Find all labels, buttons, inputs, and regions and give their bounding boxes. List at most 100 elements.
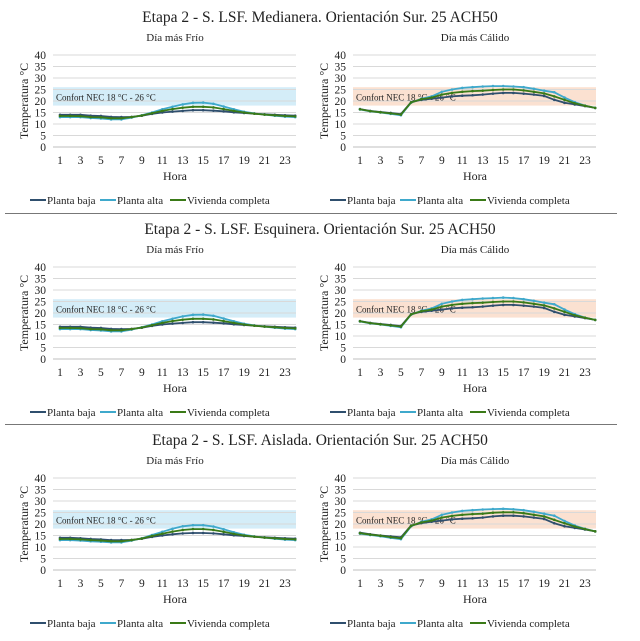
x-tick-label: 19 [538, 367, 550, 379]
data-point [222, 317, 225, 320]
data-point [191, 108, 195, 112]
series-line-vivienda-completa [359, 300, 596, 328]
data-point [358, 531, 362, 535]
y-tick-label: 20 [35, 96, 47, 108]
x-tick-label: 21 [259, 578, 271, 590]
data-point [471, 297, 474, 301]
legend-label: Planta alta [417, 407, 463, 419]
data-point [201, 317, 205, 321]
data-point [150, 534, 154, 538]
data-point [212, 321, 215, 324]
data-point [409, 313, 413, 316]
data-point [501, 300, 505, 303]
data-point [181, 106, 185, 109]
data-point [512, 91, 515, 95]
data-point [542, 94, 546, 98]
x-tick-label: 19 [538, 155, 550, 167]
y-tick-label: 25 [335, 508, 347, 520]
x-tick-label: 5 [398, 367, 404, 379]
data-point [181, 315, 185, 318]
y-tick-label: 35 [35, 62, 47, 74]
data-point [109, 116, 113, 120]
data-point [191, 527, 195, 531]
data-point [68, 326, 72, 330]
data-point [471, 89, 474, 93]
data-point [201, 320, 205, 324]
legend-label: Planta alta [417, 618, 463, 630]
x-tick-label: 23 [279, 578, 291, 590]
data-point [501, 91, 505, 95]
comfort-band-label: Confort NEC 18 °C - 26 °C [56, 515, 156, 525]
x-tick-label: 9 [139, 155, 145, 167]
data-point [222, 322, 225, 325]
data-point [501, 303, 505, 307]
x-tick-label: 1 [57, 155, 63, 167]
data-point [542, 304, 546, 307]
data-point [440, 96, 444, 99]
data-point [201, 105, 205, 109]
chart-title: Día más Cálido [441, 244, 510, 256]
data-point [150, 323, 154, 327]
x-tick-label: 5 [98, 155, 104, 167]
chart-cold-day: Día más Frío0510152025303540Temperatura … [17, 32, 297, 207]
x-tick-label: 11 [157, 367, 168, 379]
data-point [450, 514, 454, 518]
data-point [191, 317, 195, 321]
legend-item: Planta baja [330, 407, 396, 419]
data-point [253, 324, 256, 327]
y-tick-label: 30 [335, 285, 347, 297]
data-point [130, 538, 133, 542]
data-point [491, 511, 495, 515]
data-point [358, 107, 362, 111]
data-point [471, 93, 474, 97]
data-point [130, 327, 133, 331]
x-tick-label: 17 [218, 578, 230, 590]
data-point [501, 510, 505, 514]
x-tick-label: 15 [497, 578, 509, 590]
data-point [232, 532, 236, 536]
data-point [283, 114, 287, 118]
x-tick-label: 21 [559, 155, 571, 167]
y-axis-label: Temperatura °C [317, 275, 331, 351]
x-axis-label: Hora [163, 592, 188, 606]
y-tick-label: 15 [35, 320, 47, 332]
x-tick-label: 23 [279, 155, 291, 167]
data-point [512, 296, 515, 300]
data-point [379, 534, 382, 538]
data-point [542, 515, 546, 518]
legend-item: Planta alta [100, 618, 163, 630]
data-point [409, 524, 413, 528]
y-tick-label: 35 [335, 485, 347, 497]
legend-label: Vivienda completa [487, 195, 570, 207]
comfort-band-label: Confort NEC 18 °C - 26 °C [356, 92, 456, 102]
x-tick-label: 1 [357, 155, 363, 167]
data-point [460, 94, 464, 98]
x-tick-label: 19 [238, 155, 250, 167]
data-point [440, 516, 444, 519]
y-tick-label: 40 [35, 473, 47, 485]
data-point [273, 325, 277, 329]
data-point [79, 326, 82, 330]
data-point [253, 112, 256, 115]
x-tick-label: 19 [238, 578, 250, 590]
x-tick-label: 9 [439, 155, 445, 167]
chart-title: Día más Cálido [441, 455, 510, 467]
data-point [501, 88, 505, 91]
data-point [471, 516, 474, 520]
chart-warm-day: Día más Cálido0510152025303540Temperatur… [317, 455, 597, 630]
x-tick-label: 23 [579, 367, 591, 379]
x-tick-label: 1 [57, 578, 63, 590]
data-point [181, 109, 185, 113]
data-point [563, 522, 566, 525]
data-point [68, 114, 72, 118]
data-point [212, 314, 215, 318]
y-tick-label: 5 [340, 131, 346, 143]
data-point [263, 325, 266, 328]
data-point [563, 101, 566, 105]
x-tick-label: 9 [139, 578, 145, 590]
data-point [542, 301, 546, 304]
data-point [553, 95, 556, 98]
data-point [273, 536, 277, 540]
data-point [491, 84, 495, 88]
chart-title: Día más Cálido [441, 32, 510, 44]
